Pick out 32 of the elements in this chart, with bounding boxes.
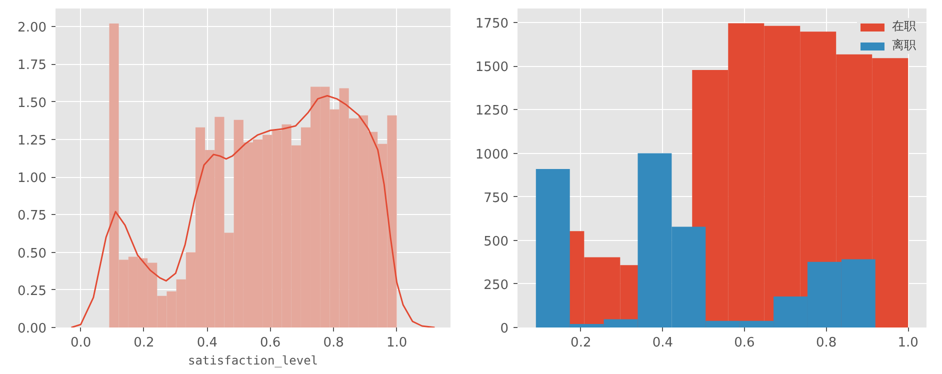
- y-tick-label: 1500: [475, 60, 509, 76]
- y-tick-label: 500: [484, 234, 509, 250]
- x-tick-label: 0.0: [70, 336, 92, 350]
- y-tick-label: 0.50: [18, 246, 47, 262]
- y-tick-label: 1250: [475, 104, 509, 119]
- y-tick-label: 750: [484, 190, 509, 206]
- y-tick-label: 0.00: [18, 322, 47, 336]
- y-tick-label: 1750: [475, 16, 509, 32]
- legend-label: 离职: [892, 37, 916, 54]
- y-tick-label: 0: [500, 322, 509, 336]
- y-tick-label: 0.75: [18, 208, 47, 224]
- x-tick-label: 1.0: [898, 336, 918, 350]
- y-tick-label: 0.25: [18, 284, 47, 299]
- line-series: [70, 95, 436, 328]
- x-tick-label: 0.4: [196, 336, 218, 350]
- x-tick-label: 0.6: [734, 336, 755, 350]
- x-tick-label: 0.8: [323, 336, 344, 350]
- x-tick-label: 0.8: [816, 336, 837, 350]
- x-axis-title: satisfaction_level: [188, 354, 318, 368]
- y-tick-label: 1.50: [18, 96, 47, 111]
- x-tick-label: 0.2: [134, 336, 154, 350]
- y-tick-label: 250: [484, 278, 509, 293]
- y-tick-label: 1000: [475, 147, 509, 162]
- legend-label: 在职: [892, 18, 916, 35]
- y-tick-label: 2.00: [18, 20, 47, 36]
- x-tick-label: 1.0: [386, 336, 408, 350]
- y-tick-label: 1.25: [18, 133, 47, 148]
- x-tick-label: 0.2: [570, 336, 592, 350]
- y-tick-label: 1.00: [18, 171, 47, 186]
- x-tick-label: 0.6: [260, 336, 281, 350]
- y-tick-label: 1.75: [18, 58, 47, 74]
- x-tick-label: 0.4: [652, 336, 674, 350]
